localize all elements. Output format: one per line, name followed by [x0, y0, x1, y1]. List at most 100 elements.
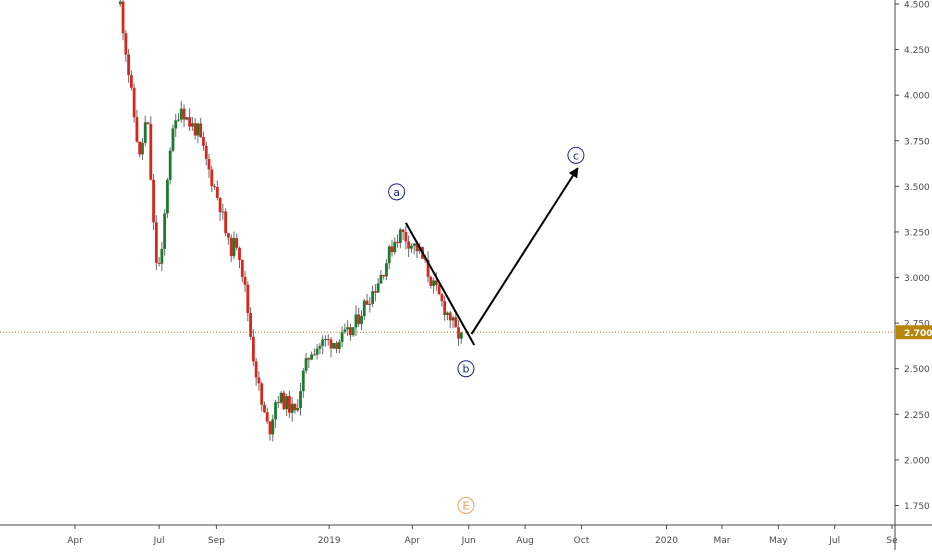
candle-body	[232, 238, 236, 257]
wave-label-circle-E[interactable]	[457, 497, 475, 514]
candle-body	[346, 327, 350, 330]
candle-body	[285, 396, 289, 410]
candle-body	[207, 158, 211, 170]
price-tick-label: 4.250	[904, 46, 930, 56]
candle-body	[357, 314, 361, 324]
candle-body	[193, 123, 197, 136]
wave-label-a: a	[393, 186, 400, 199]
price-tick-label: 3.250	[904, 228, 930, 238]
candle-body	[318, 345, 322, 349]
candle-body	[326, 338, 330, 340]
candle-body	[437, 285, 441, 295]
candle-body	[362, 300, 366, 317]
candle-body	[199, 123, 203, 138]
wave-label-c: c	[573, 149, 579, 162]
candle-body	[301, 370, 305, 392]
time-tick-label: Jul	[153, 536, 165, 546]
candle-body	[354, 314, 358, 328]
price-axis[interactable]: 4.500 4.250 4.000 3.750 3.500 3.250 3.000 2.750…	[894, 0, 932, 550]
candle-body	[371, 291, 374, 304]
wave-label-circle-a[interactable]	[388, 183, 406, 201]
price-tick-label: 2.500	[904, 365, 930, 375]
wave-label-b: b	[462, 363, 469, 376]
time-tick-label: 2020	[655, 536, 678, 546]
candle-body	[288, 396, 291, 413]
time-axis[interactable]: Apr Jul Sep 2019 Apr Jun Aug Oct 2020 Mar May Jul Se	[0, 524, 932, 546]
candle-body	[179, 108, 183, 120]
candle-body	[271, 419, 275, 435]
candle-body	[177, 119, 180, 121]
price-tick-label: 3.750	[904, 137, 930, 147]
candle-body	[290, 403, 294, 413]
candle-body	[182, 108, 186, 120]
candle-body	[448, 312, 452, 321]
candle-body	[321, 339, 325, 346]
candle-body	[451, 317, 455, 321]
candle-body	[268, 421, 272, 435]
candle-body	[396, 241, 399, 243]
candle-body	[163, 213, 167, 249]
candle-body	[404, 232, 408, 242]
candle-body	[146, 122, 150, 125]
price-tick-label: 2.250	[904, 411, 930, 421]
candle-body	[185, 117, 189, 120]
time-tick-label: Se	[886, 536, 898, 546]
candle-body	[174, 120, 178, 129]
candle-body	[157, 262, 161, 264]
candle-body	[274, 402, 277, 420]
time-tick-label: Mar	[713, 536, 730, 546]
candle-body	[407, 241, 411, 249]
candle-body	[332, 342, 336, 349]
candle-body	[310, 354, 313, 360]
candle-body	[415, 243, 419, 252]
candle-body	[246, 284, 250, 314]
candle-body	[340, 331, 344, 342]
candle-body	[218, 197, 222, 213]
candle-body	[160, 248, 164, 264]
price-tick-label: 2.000	[904, 456, 930, 466]
candle-body	[440, 294, 444, 302]
candle-body	[282, 392, 286, 410]
candle-body	[443, 301, 447, 315]
candle-body	[276, 402, 280, 404]
candle-body	[224, 211, 228, 234]
downtrend-line[interactable]	[404, 222, 476, 346]
wave-label-circle-c[interactable]	[567, 146, 585, 164]
projection-line[interactable]	[470, 167, 579, 335]
candle-body	[127, 54, 131, 76]
candle-body	[393, 241, 397, 253]
candle-body	[235, 238, 239, 248]
candle-body	[129, 75, 133, 88]
candle-body	[387, 246, 391, 264]
candle-body	[432, 280, 435, 286]
candle-body	[426, 260, 430, 277]
time-tick-label: May	[769, 536, 788, 546]
candle-body	[279, 392, 283, 403]
candle-body	[141, 142, 144, 155]
price-tick-label: 4.500	[904, 1, 930, 11]
price-tick-label: 4.000	[904, 92, 930, 102]
candle-body	[365, 300, 369, 305]
wave-label-circle-b[interactable]	[457, 360, 475, 378]
candle-body	[459, 332, 463, 339]
candle-body	[360, 316, 363, 324]
candle-body	[434, 280, 438, 286]
candle-body	[376, 283, 380, 293]
time-tick-label: Jun	[461, 536, 476, 546]
candle-body	[229, 237, 233, 257]
candle-body	[446, 312, 449, 315]
candle-body	[307, 358, 311, 360]
candle-body	[329, 339, 333, 349]
time-tick-label: Apr	[67, 536, 83, 546]
price-tick-label: 2.750	[904, 320, 930, 330]
candle-body	[204, 145, 208, 159]
last-price-badge	[896, 325, 932, 340]
candle-body	[351, 327, 355, 336]
candle-body	[196, 123, 200, 136]
candle-body	[263, 404, 266, 413]
candle-body	[349, 327, 352, 336]
candle-body	[221, 211, 225, 213]
candle-body	[454, 317, 458, 328]
